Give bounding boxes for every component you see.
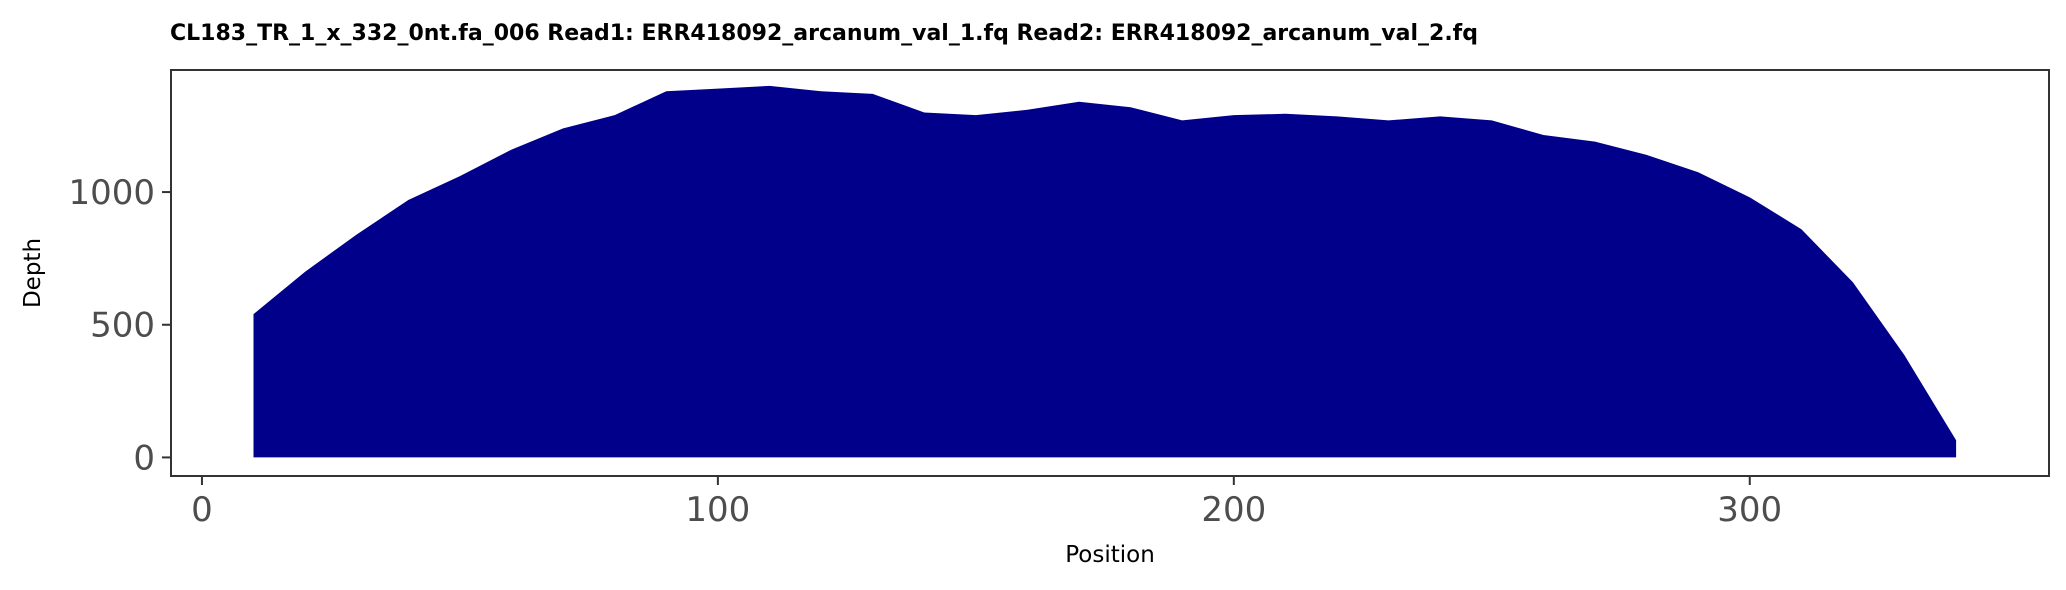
x-tick-label: 0 <box>191 490 213 530</box>
y-axis-title: Depth <box>20 238 46 308</box>
depth-area <box>253 85 1957 458</box>
y-tick-label: 1000 <box>68 173 155 213</box>
area-layer <box>253 85 1957 458</box>
y-tick-label: 0 <box>133 438 155 478</box>
y-axis: 0 500 1000 <box>68 173 171 478</box>
x-tick-label: 200 <box>1201 490 1266 530</box>
x-tick-label: 300 <box>1717 490 1782 530</box>
x-axis-title: Position <box>1065 542 1155 568</box>
chart-title: CL183_TR_1_x_332_0nt.fa_006 Read1: ERR41… <box>170 21 1478 46</box>
x-axis: 0 100 200 300 <box>191 476 1782 530</box>
y-tick-label: 500 <box>90 306 155 346</box>
x-tick-label: 100 <box>685 490 750 530</box>
